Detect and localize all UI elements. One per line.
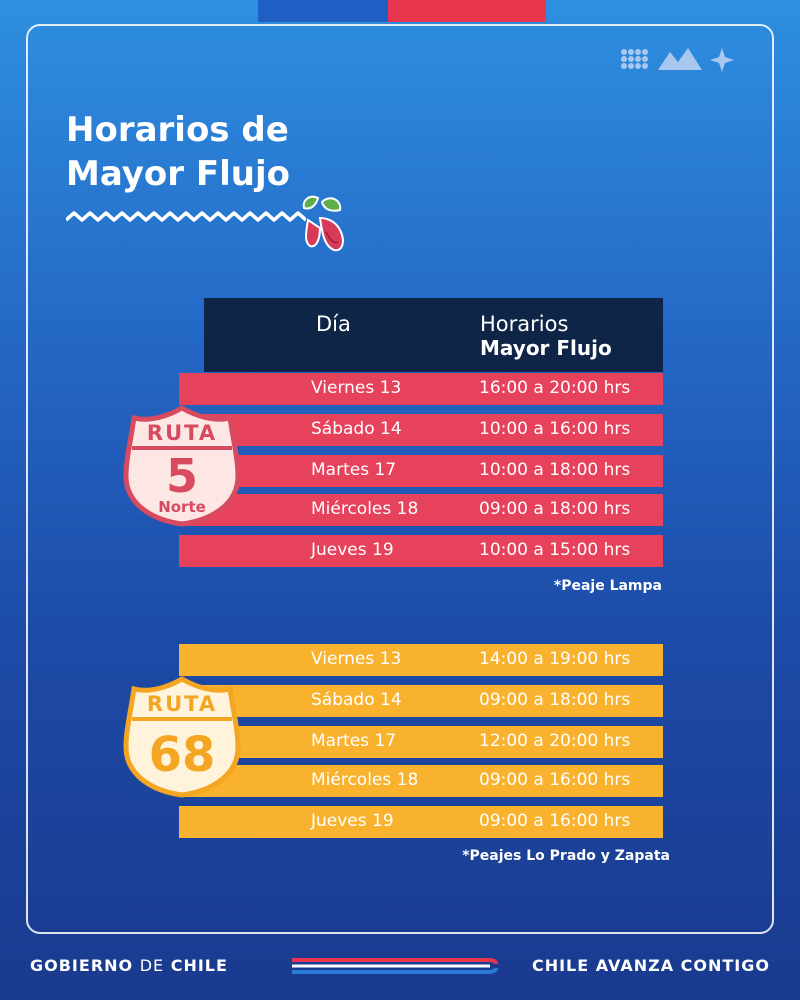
row-day: Sábado 14	[311, 419, 402, 439]
row-day: Jueves 19	[311, 540, 394, 560]
row-time: 14:00 a 19:00 hrs	[479, 649, 631, 669]
row-day: Miércoles 18	[311, 499, 419, 519]
footer-word-3: CHILE	[170, 956, 228, 975]
row-day: Viernes 13	[311, 378, 402, 398]
header-day: Día	[316, 312, 351, 336]
row-day: Sábado 14	[311, 690, 402, 710]
footer-gobierno-label: GOBIERNO DE CHILE	[30, 956, 228, 975]
header-schedule-line-1: Horarios	[480, 312, 569, 336]
table-row: Miércoles 18 09:00 a 16:00 hrs	[179, 765, 663, 797]
table-header	[204, 298, 663, 372]
row-time: 10:00 a 15:00 hrs	[479, 540, 631, 560]
row-time: 09:00 a 18:00 hrs	[479, 690, 631, 710]
table-row: Miércoles 18 09:00 a 18:00 hrs	[179, 494, 663, 526]
route-shield-icon: RUTA 68	[123, 676, 241, 798]
row-time: 09:00 a 16:00 hrs	[479, 811, 631, 831]
table-row: Sábado 14 10:00 a 16:00 hrs	[179, 414, 663, 446]
row-time: 09:00 a 18:00 hrs	[479, 499, 631, 519]
shield-top-label: RUTA	[147, 692, 217, 716]
route-shield-icon: RUTA 5 Norte	[123, 405, 241, 527]
header-schedule: Horarios Mayor Flujo	[480, 312, 612, 360]
table-row: Viernes 13 14:00 a 19:00 hrs	[179, 644, 663, 676]
table-row: Sábado 14 09:00 a 18:00 hrs	[179, 685, 663, 717]
row-day: Martes 17	[311, 731, 397, 751]
table-row: Martes 17 12:00 a 20:00 hrs	[179, 726, 663, 758]
table-row: Martes 17 10:00 a 18:00 hrs	[179, 455, 663, 487]
footer-word-1: GOBIERNO	[30, 956, 134, 975]
header-schedule-line-2: Mayor Flujo	[480, 336, 612, 360]
shield-top-label: RUTA	[147, 421, 217, 445]
table-row: Viernes 13 16:00 a 20:00 hrs	[179, 373, 663, 405]
footer-slogan: CHILE AVANZA CONTIGO	[531, 956, 770, 975]
shield-bottom-label: Norte	[158, 498, 206, 516]
row-time: 09:00 a 16:00 hrs	[479, 770, 631, 790]
row-time: 10:00 a 18:00 hrs	[479, 460, 631, 480]
footer-word-2: DE	[139, 956, 165, 975]
row-day: Jueves 19	[311, 811, 394, 831]
toll-note-ruta68: *Peajes Lo Prado y Zapata	[462, 848, 670, 864]
page-title: Horarios de Mayor Flujo	[66, 108, 386, 196]
title-line-1: Horarios de	[66, 110, 289, 150]
title-line-2: Mayor Flujo	[66, 154, 290, 194]
row-day: Viernes 13	[311, 649, 402, 669]
zigzag-decoration	[66, 211, 306, 222]
copihue-flower-icon	[302, 195, 344, 252]
table-row: Jueves 19 09:00 a 16:00 hrs	[179, 806, 663, 838]
row-time: 16:00 a 20:00 hrs	[479, 378, 631, 398]
row-day: Martes 17	[311, 460, 397, 480]
table-row: Jueves 19 10:00 a 15:00 hrs	[179, 535, 663, 567]
row-time: 10:00 a 16:00 hrs	[479, 419, 631, 439]
toll-note-ruta5: *Peaje Lampa	[553, 578, 662, 594]
footer-stripes-decoration	[292, 958, 498, 974]
content-frame	[26, 24, 774, 934]
top-bar-blue	[258, 0, 388, 22]
shield-number: 5	[166, 449, 198, 503]
row-day: Miércoles 18	[311, 770, 419, 790]
shield-number: 68	[149, 727, 216, 783]
top-bar-red	[388, 0, 546, 22]
gobierno-logo-icon	[621, 48, 734, 72]
row-time: 12:00 a 20:00 hrs	[479, 731, 631, 751]
